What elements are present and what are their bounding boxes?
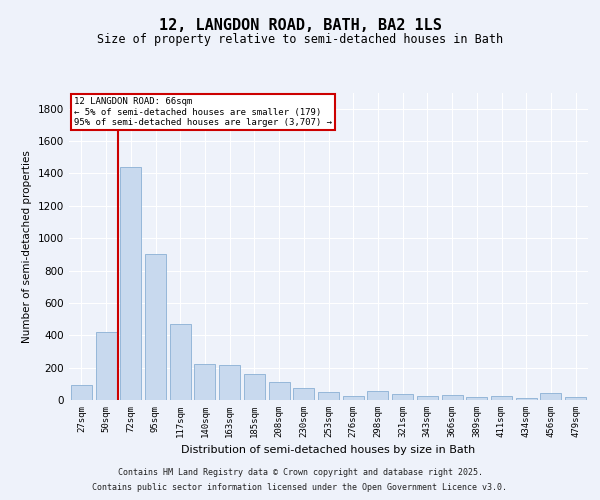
Y-axis label: Number of semi-detached properties: Number of semi-detached properties — [22, 150, 32, 342]
Text: 12 LANGDON ROAD: 66sqm
← 5% of semi-detached houses are smaller (179)
95% of sem: 12 LANGDON ROAD: 66sqm ← 5% of semi-deta… — [74, 97, 332, 127]
Bar — [293, 388, 314, 400]
Bar — [516, 398, 537, 400]
Bar — [565, 397, 586, 400]
Bar — [170, 324, 191, 400]
Bar — [318, 392, 339, 400]
Bar — [343, 396, 364, 400]
X-axis label: Distribution of semi-detached houses by size in Bath: Distribution of semi-detached houses by … — [181, 446, 476, 456]
Text: Contains HM Land Registry data © Crown copyright and database right 2025.: Contains HM Land Registry data © Crown c… — [118, 468, 482, 477]
Bar — [541, 392, 562, 400]
Bar — [95, 332, 116, 400]
Bar — [367, 391, 388, 400]
Bar — [219, 365, 240, 400]
Bar — [120, 167, 141, 400]
Text: Size of property relative to semi-detached houses in Bath: Size of property relative to semi-detach… — [97, 32, 503, 46]
Bar — [392, 394, 413, 400]
Text: Contains public sector information licensed under the Open Government Licence v3: Contains public sector information licen… — [92, 483, 508, 492]
Bar — [71, 386, 92, 400]
Bar — [417, 396, 438, 400]
Bar — [145, 254, 166, 400]
Bar — [269, 382, 290, 400]
Bar — [244, 374, 265, 400]
Bar — [466, 397, 487, 400]
Bar — [194, 364, 215, 400]
Bar — [442, 395, 463, 400]
Bar — [491, 396, 512, 400]
Text: 12, LANGDON ROAD, BATH, BA2 1LS: 12, LANGDON ROAD, BATH, BA2 1LS — [158, 18, 442, 32]
